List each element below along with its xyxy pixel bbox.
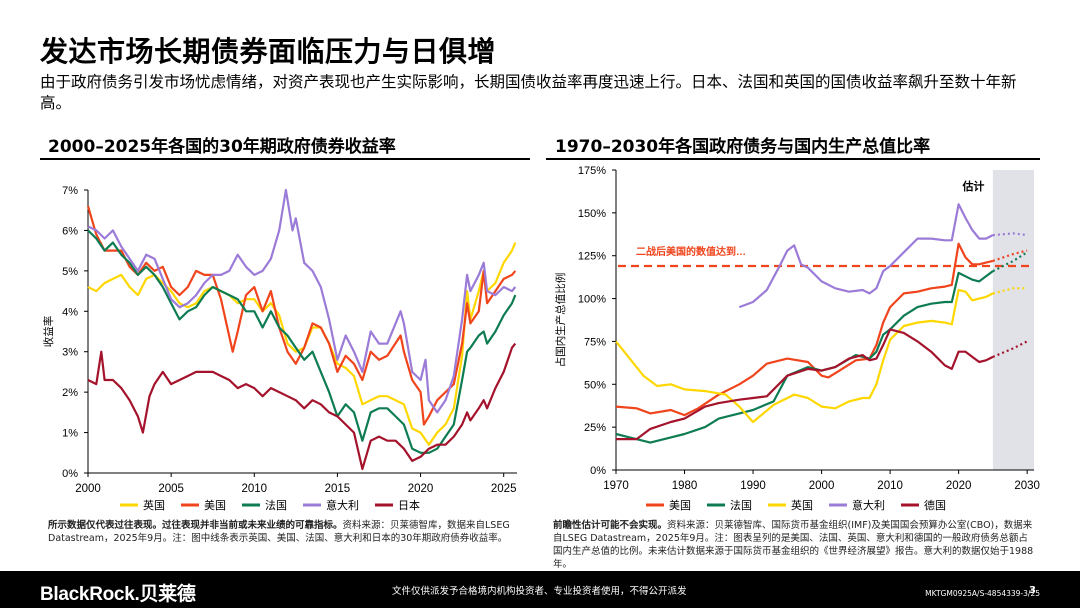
y-tick-label: 3%	[62, 347, 78, 359]
left-footnote-source: 资料来源：贝莱德智库，数据来自LSEG Datastream，2025年9月。注…	[48, 520, 510, 544]
series-3-line	[87, 188, 517, 414]
x-tick-label: 2025	[491, 483, 517, 495]
y-tick-label: 25%	[584, 422, 606, 434]
series-0-forecast-line	[992, 249, 1028, 262]
legend-label: 日本	[398, 498, 420, 512]
forecast-shade	[992, 170, 1034, 470]
right-chart-title-rule	[546, 158, 1040, 160]
series-1-line	[86, 205, 517, 426]
y-tick-label: 1%	[62, 428, 78, 440]
left-yield-chart: 0% 1% 2% 3% 4% 5% 6% 7% 2000 2005 2010 2015 2020 2025…	[42, 185, 517, 512]
legend-label: 英国	[791, 498, 813, 512]
x-tick-label: 1990	[740, 480, 766, 492]
y-tick-label: 4%	[62, 306, 78, 318]
y-tick-label: 0%	[62, 468, 78, 480]
left-chart-title: 2000–2025年各国的30年期政府债券收益率	[48, 137, 396, 157]
y-tick-label: 6%	[62, 225, 78, 237]
series-2-line	[87, 229, 517, 454]
y-tick-label: 5%	[62, 266, 78, 278]
left-footnote-disclaimer: 所示数据仅代表过往表现。过往表现并非当前或未来业绩的可靠指标。	[48, 520, 343, 531]
series-4-line	[616, 328, 994, 441]
right-debt-chart: 估计 0% 25% 50% 75% 100% 125% 150% 175% 1970 1980 199…	[554, 165, 1040, 512]
x-tick-label: 2000	[809, 480, 835, 492]
y-tick-label: 175%	[578, 165, 606, 177]
legend-label: 法国	[730, 498, 752, 512]
forecast-label: 估计	[961, 179, 984, 193]
legend-label: 美国	[669, 499, 691, 512]
x-tick-label: 1980	[672, 480, 698, 492]
page-subtitle: 由于政府债务引发市场忧虑情绪，对资产表现也产生实际影响，长期国债收益率再度迅速上…	[40, 73, 1017, 112]
footer-bar: BlackRock.贝莱德 文件仅供派发予合格境内机构投资者、专业投资者使用，不…	[0, 571, 1080, 608]
y-axis-label: 收益率	[42, 316, 55, 348]
series-3-line	[738, 203, 994, 309]
legend-label: 意大利	[326, 498, 359, 512]
series-4-line	[87, 342, 517, 471]
x-tick-label: 2020	[408, 483, 434, 495]
series-0-line	[615, 242, 994, 417]
y-tick-label: 100%	[578, 294, 606, 306]
x-tick-label: 2030	[1014, 480, 1040, 492]
series-2-line	[615, 288, 994, 424]
x-tick-label: 2010	[241, 483, 267, 495]
document-code: MKTGM0925A/S-4854339-3/25	[925, 589, 1040, 598]
x-tick-label: 2005	[158, 483, 184, 495]
right-footnote: 前瞻性估计可能不会实现。资料来源：贝莱德智库、国际货币基金组织(IMF)及美国国…	[553, 519, 1035, 571]
series-1-line	[615, 270, 994, 444]
blackrock-logo: BlackRock.贝莱德	[40, 584, 196, 605]
y-tick-label: 125%	[578, 251, 606, 263]
legend-label: 德国	[924, 498, 946, 512]
y-tick-label: 50%	[584, 379, 606, 391]
y-tick-label: 150%	[578, 208, 606, 220]
reference-line-label: 二战后美国的数值达到…	[636, 245, 746, 258]
x-tick-label: 1970	[603, 480, 629, 492]
legend-label: 美国	[204, 499, 226, 512]
y-axis-label: 占国内生产总值比例	[554, 273, 567, 368]
right-chart-title: 1970–2030年各国政府债务与国内生产总值比率	[555, 137, 931, 157]
y-tick-label: 7%	[62, 185, 78, 197]
legend-label: 法国	[265, 498, 287, 512]
page-title: 发达市场长期债券面临压力与日俱增	[40, 35, 497, 68]
distribution-note: 文件仅供派发予合格境内机构投资者、专业投资者使用，不得公开派发	[392, 586, 687, 597]
legend-label: 英国	[143, 498, 165, 512]
y-tick-label: 2%	[62, 387, 78, 399]
page-number: 3	[1029, 585, 1036, 596]
x-tick-label: 2015	[325, 483, 351, 495]
x-tick-label: 2000	[75, 483, 101, 495]
right-footnote-source: 资料来源：贝莱德智库、国际货币基金组织(IMF)及美国国会预算办公室(CBO)，…	[553, 520, 1034, 570]
x-tick-label: 2010	[877, 480, 903, 492]
left-footnote: 所示数据仅代表过往表现。过往表现并非当前或未来业绩的可靠指标。资料来源：贝莱德智…	[48, 519, 526, 545]
right-footnote-disclaimer: 前瞻性估计可能不会实现。	[553, 520, 668, 531]
y-tick-label: 0%	[590, 465, 606, 477]
y-tick-label: 75%	[584, 336, 606, 348]
x-tick-label: 2020	[946, 480, 972, 492]
series-3-forecast-line	[992, 232, 1028, 237]
legend-label: 意大利	[852, 498, 885, 512]
series-2-forecast-line	[992, 287, 1028, 295]
left-chart-title-rule	[40, 158, 530, 160]
series-0-line	[87, 242, 517, 446]
